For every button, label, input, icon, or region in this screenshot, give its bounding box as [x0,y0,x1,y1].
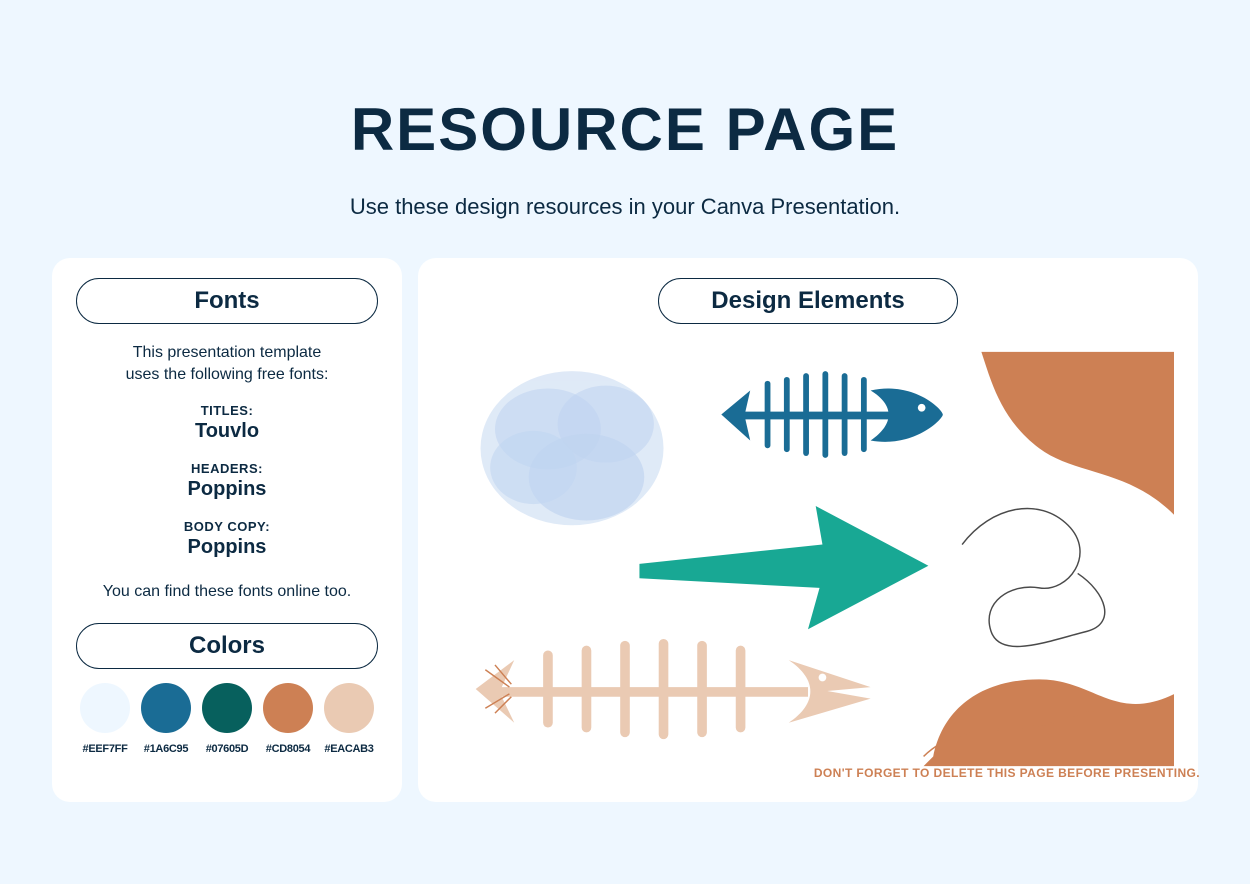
body-label: BODY COPY: [76,519,378,534]
titles-font-block: TITLES: Touvlo [76,403,378,443]
fonts-intro-line1: This presentation template [133,344,322,361]
headers-font-block: HEADERS: Poppins [76,461,378,501]
headers-label: HEADERS: [76,461,378,476]
swatch-circle-2 [202,683,252,733]
fonts-note: You can find these fonts online too. [76,583,378,601]
fishbone-blue-icon [721,371,943,458]
page-title: RESOURCE PAGE [0,0,1250,164]
blob-bottom-icon [924,679,1174,766]
footer-note: DON'T FORGET TO DELETE THIS PAGE BEFORE … [814,766,1200,780]
design-elements-area [442,344,1174,774]
design-heading: Design Elements [658,278,958,324]
fonts-intro: This presentation template uses the foll… [76,342,378,385]
fonts-colors-card: Fonts This presentation template uses th… [52,258,402,802]
swatch-3: #CD8054 [259,683,317,755]
swatch-label-2: #07605D [198,743,256,755]
swatch-label-3: #CD8054 [259,743,317,755]
swatch-label-1: #1A6C95 [137,743,195,755]
fonts-intro-line2: uses the following free fonts: [126,366,329,383]
swatch-circle-1 [141,683,191,733]
titles-font: Touvlo [76,420,378,443]
design-elements-svg [442,344,1174,774]
blob-top-icon [981,352,1174,525]
swatch-label-0: #EEF7FF [76,743,134,755]
swatch-circle-0 [80,683,130,733]
arrow-icon [639,506,928,629]
squiggle-icon [962,508,1105,646]
color-swatches: #EEF7FF #1A6C95 #07605D #CD8054 #EACAB3 [76,683,378,755]
design-elements-card: Design Elements [418,258,1198,802]
swatch-4: #EACAB3 [320,683,378,755]
fishbone-tan-icon [476,639,871,739]
body-font-block: BODY COPY: Poppins [76,519,378,559]
swatch-circle-3 [263,683,313,733]
colors-heading: Colors [76,623,378,669]
swatch-2: #07605D [198,683,256,755]
swatch-label-4: #EACAB3 [320,743,378,755]
swatch-0: #EEF7FF [76,683,134,755]
titles-label: TITLES: [76,403,378,418]
swatch-1: #1A6C95 [137,683,195,755]
swatch-circle-4 [324,683,374,733]
body-font: Poppins [76,536,378,559]
page-subtitle: Use these design resources in your Canva… [0,194,1250,220]
headers-font: Poppins [76,478,378,501]
watercolor-cloud-icon [481,371,664,525]
fonts-heading: Fonts [76,278,378,324]
